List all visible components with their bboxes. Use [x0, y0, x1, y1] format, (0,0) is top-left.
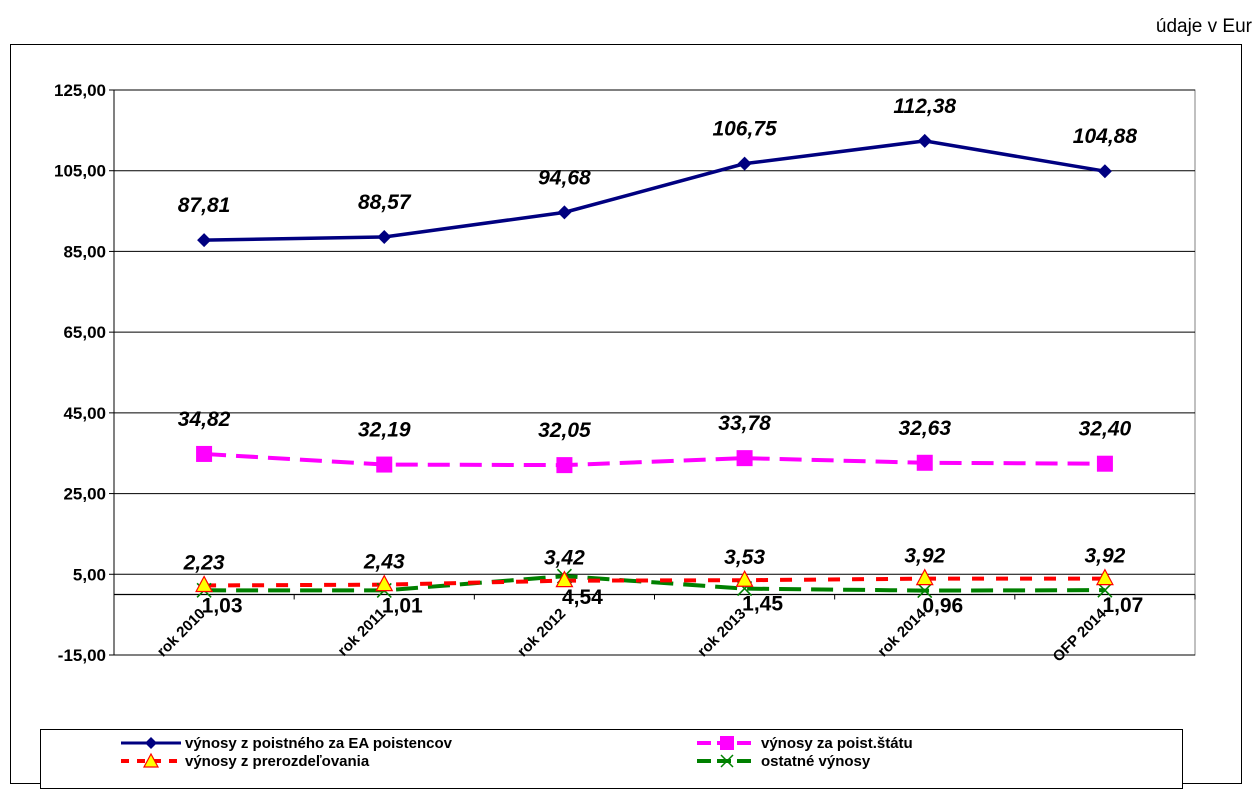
marker-diamond	[1097, 164, 1112, 179]
y-tick-label: -15,00	[58, 646, 106, 665]
marker-triangle	[735, 569, 754, 587]
data-label: 32,19	[358, 419, 411, 442]
data-label: 34,82	[178, 408, 231, 431]
legend-swatch-poist-statu	[697, 736, 757, 750]
marker-triangle	[915, 568, 934, 586]
legend-swatch-ea-poistencov	[121, 737, 181, 749]
marker-triangle	[195, 575, 214, 593]
data-label: 32,40	[1079, 418, 1132, 441]
y-tick-label: 5,00	[73, 565, 106, 584]
data-label: 3,42	[544, 547, 585, 570]
legend-item-prerozdelovania: výnosy z prerozdeľovania	[119, 752, 369, 770]
plot-area	[113, 89, 1196, 656]
legend-label: výnosy z poistného za EA poistencov	[185, 734, 452, 752]
marker-diamond	[197, 233, 212, 248]
legend-item-poist-statu: výnosy za poist.štátu	[695, 734, 913, 752]
series-line	[204, 576, 1105, 588]
marker-square	[916, 454, 933, 471]
y-tick-label: 105,00	[54, 162, 106, 181]
data-label: 3,53	[724, 546, 765, 569]
series-line	[204, 574, 1105, 593]
y-tick-label: 25,00	[63, 485, 106, 504]
data-label: 2,43	[363, 551, 405, 574]
y-tick-label: 65,00	[63, 323, 106, 342]
x-tick-label: rok 2013	[694, 605, 749, 660]
marker-square	[736, 450, 753, 467]
data-label: 2,23	[183, 551, 225, 574]
legend-label: ostatné výnosy	[761, 752, 871, 770]
marker-diamond	[557, 205, 572, 220]
line-chart: 125,00 105,00 85,00 65,00 45,00 25,00 5,00 -15,…	[54, 81, 1196, 666]
data-label: 1,07	[1102, 594, 1143, 617]
data-label: 0,96	[922, 595, 963, 618]
legend-label: výnosy z prerozdeľovania	[185, 752, 370, 770]
legend-swatch-ostatne	[697, 754, 757, 768]
data-label: 1,03	[202, 594, 243, 617]
y-tick-label: 85,00	[63, 242, 106, 261]
legend-swatch-prerozdelovania	[121, 752, 181, 768]
data-label: 88,57	[358, 191, 412, 214]
data-label: 94,68	[538, 166, 591, 189]
legend-item-ea-poistencov: výnosy z poistného za EA poistencov	[119, 734, 452, 752]
legend-label: výnosy za poist.štátu	[761, 734, 913, 752]
y-tick-label: 125,00	[54, 81, 106, 100]
marker-diamond	[377, 230, 392, 245]
data-label: 33,78	[718, 412, 771, 435]
marker-diamond	[917, 133, 932, 148]
data-label: 87,81	[178, 194, 231, 217]
marker-square	[1096, 455, 1113, 472]
legend: výnosy z poistného za EA poistencov výno…	[40, 729, 1183, 789]
marker-square	[376, 456, 393, 473]
marker-triangle	[555, 570, 574, 588]
data-label: 106,75	[712, 118, 777, 141]
data-label: 1,45	[742, 593, 783, 616]
marker-square	[556, 457, 573, 474]
unit-note: údaje v Eur	[1155, 16, 1252, 37]
data-label: 4,54	[562, 586, 603, 609]
marker-x	[917, 583, 933, 599]
data-label: 1,01	[382, 594, 423, 617]
marker-square	[196, 445, 213, 462]
data-label: 32,05	[538, 419, 591, 442]
series-line	[204, 139, 1106, 242]
x-tick-label: rok 2012	[514, 605, 569, 660]
data-label: 3,92	[1084, 545, 1125, 568]
x-tick-label: OFP 2014	[1050, 605, 1111, 666]
y-tick-label: 45,00	[63, 404, 106, 423]
marker-triangle	[375, 574, 394, 592]
x-tick-label: rok 2010	[154, 605, 209, 660]
legend-item-ostatne: ostatné výnosy	[695, 752, 870, 770]
marker-x	[1097, 582, 1113, 598]
series-line	[203, 451, 1105, 468]
data-label: 3,92	[904, 545, 945, 568]
data-label: 104,88	[1073, 125, 1138, 148]
data-label: 32,63	[898, 417, 951, 440]
marker-triangle	[1095, 568, 1114, 586]
marker-diamond	[737, 156, 752, 171]
data-label: 112,38	[893, 95, 956, 118]
